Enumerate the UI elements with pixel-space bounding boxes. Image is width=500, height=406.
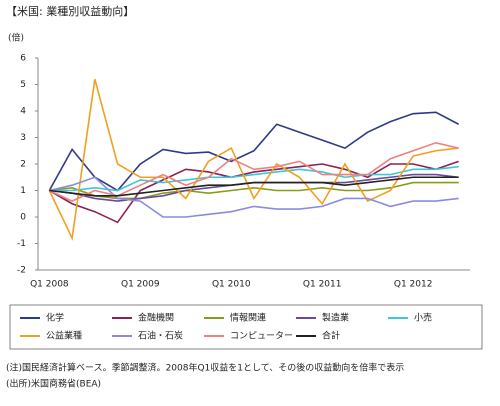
x-tick-label: Q1 2012 [394, 280, 433, 290]
legend-label: 公益業種 [46, 330, 82, 342]
line [48, 160, 459, 224]
legend-box [9, 304, 483, 350]
legend-label: コンピューター [230, 331, 293, 342]
legend-label: 製造業 [322, 312, 349, 324]
line [49, 176, 459, 218]
legend-label: 化学 [46, 312, 64, 324]
legend-label: 小売 [414, 312, 432, 324]
y-tick-label: 3 [20, 133, 26, 143]
legend-label: 情報関連 [230, 312, 266, 324]
chart-title: 【米国: 業種別収益動向】 [6, 4, 134, 18]
legend-label: 金融機関 [138, 312, 174, 324]
y-tick-label: 0 [20, 213, 26, 223]
y-tick-label: -1 [17, 239, 26, 249]
legend-label: 合計 [322, 330, 340, 342]
line [48, 78, 459, 241]
line [49, 165, 459, 192]
y-axis-label: (倍) [8, 32, 24, 44]
y-tick-label: 1 [20, 186, 26, 196]
legend-label: 石油・石炭 [138, 330, 183, 342]
line [49, 176, 459, 197]
note: (出所)米国商務省(BEA) [6, 378, 101, 390]
y-tick-label: 6 [20, 54, 26, 64]
y-tick-label: 4 [20, 107, 26, 117]
x-tick-label: Q1 2010 [212, 280, 251, 290]
note: (注)国民経済計算ベース。季節調整済。2008年Q1収益を1として、その後の収益… [6, 362, 404, 374]
x-tick-label: Q1 2009 [121, 280, 160, 290]
y-tick-label: 5 [20, 80, 26, 90]
x-tick-label: Q1 2011 [303, 280, 342, 290]
y-tick-label: 2 [20, 160, 26, 170]
x-tick-label: Q1 2008 [30, 280, 69, 290]
y-tick-label: -2 [17, 266, 26, 276]
